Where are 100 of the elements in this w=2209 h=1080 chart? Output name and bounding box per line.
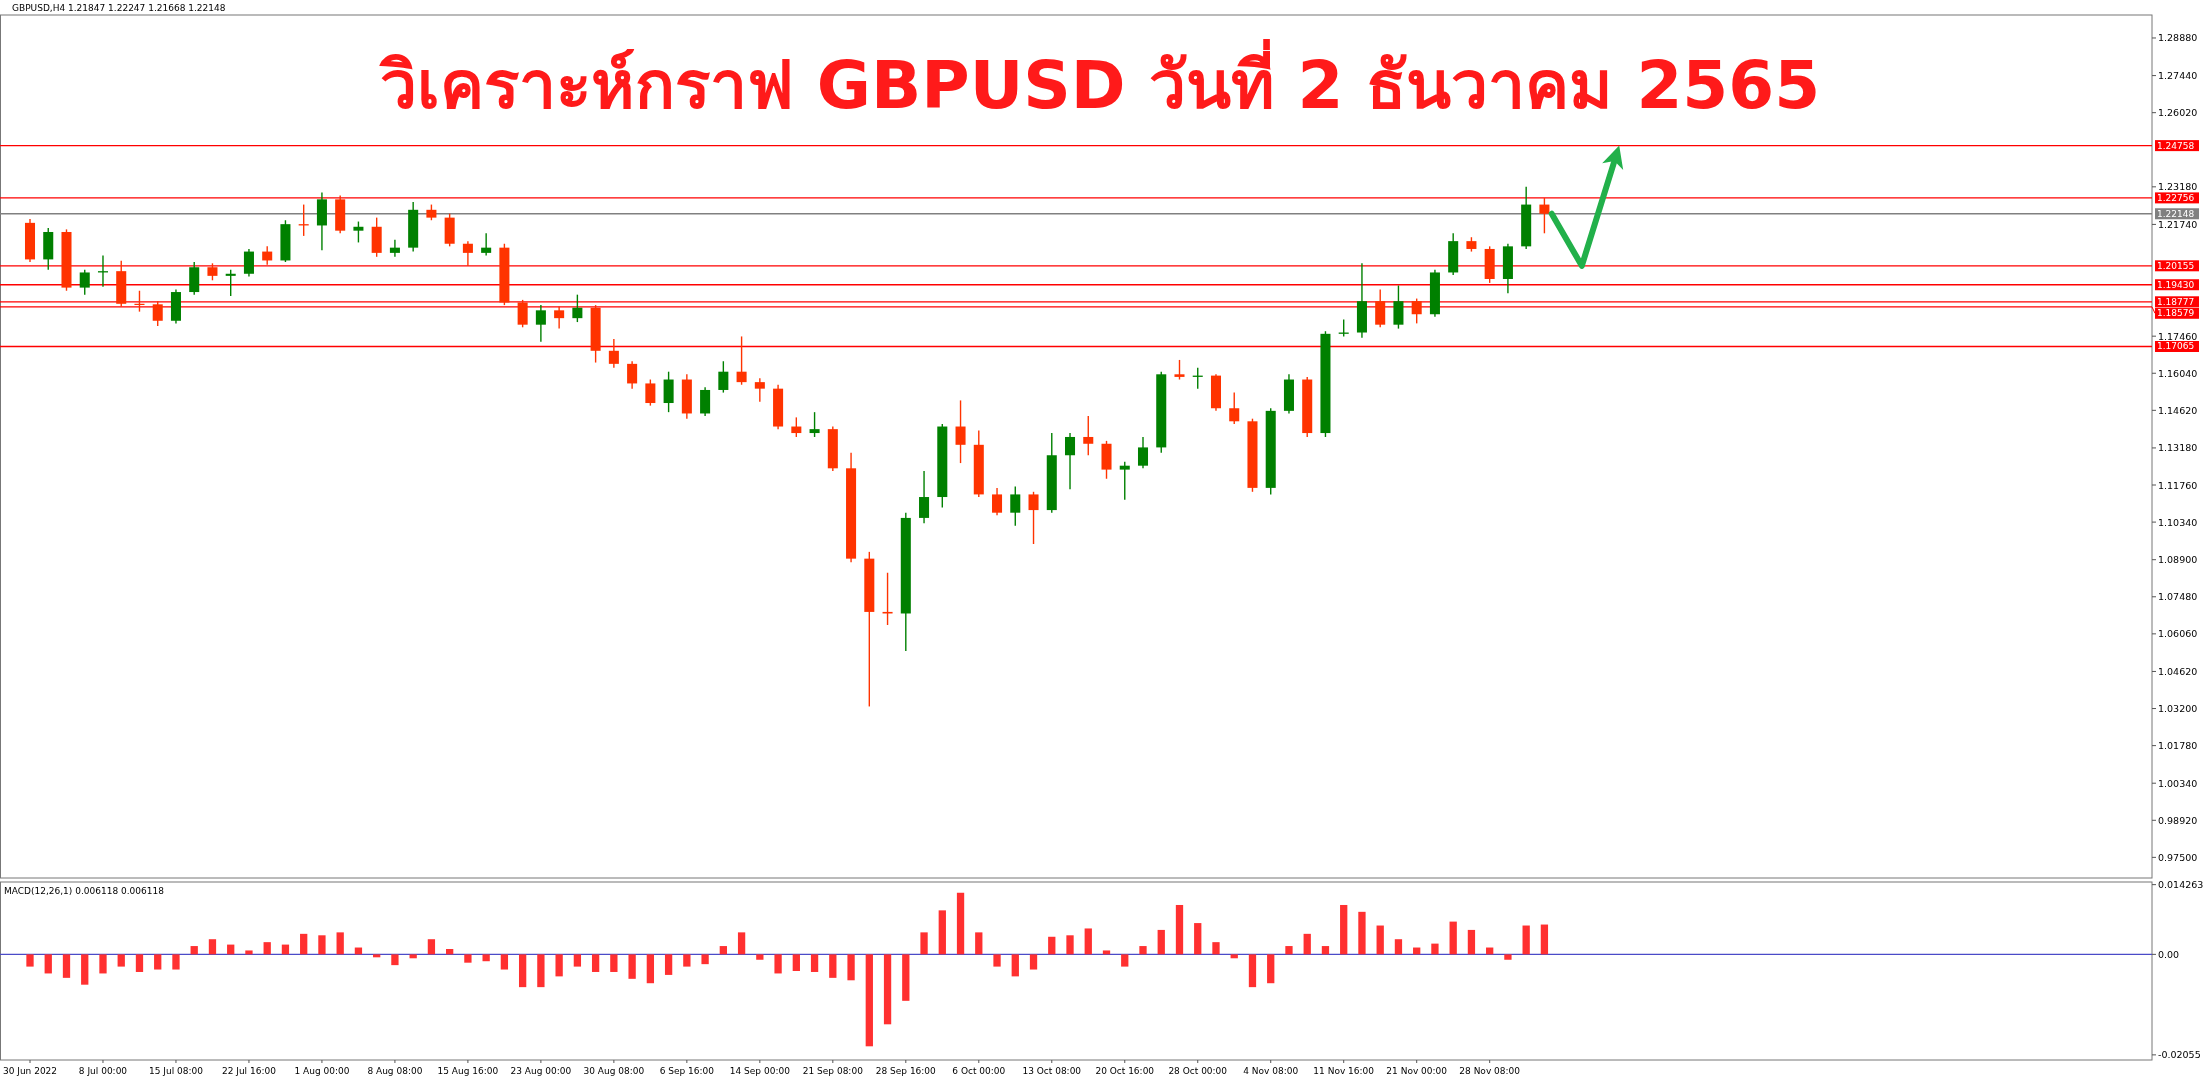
bar [208,939,217,955]
bar [1102,950,1111,955]
bar [1449,921,1457,955]
bar [683,954,691,967]
bar [482,954,490,962]
bar [555,954,563,977]
bar [1431,943,1439,955]
x-tick-label: 28 Sep 16:00 [875,1066,937,1076]
bar [135,954,144,972]
bar [427,939,436,955]
bar [956,892,965,955]
x-tick-label: 30 Jun 2022 [2,1066,58,1076]
bar [737,932,746,955]
y-tick-label: 1.13180 [2158,442,2198,454]
bar [1522,925,1530,955]
bar [829,954,837,978]
bar [975,932,983,955]
bar [938,910,946,955]
bar [902,954,910,1001]
x-tick-label: 21 Sep 08:00 [802,1066,864,1076]
ref-line-label: 1.18579 [2157,308,2195,319]
y-tick-label: 0.014263 [2158,879,2204,891]
y-tick-label: 1.28880 [2158,32,2198,44]
y-tick-label: 0.97500 [2158,851,2198,863]
bar [610,954,618,972]
bar [1467,929,1476,955]
bar [1267,954,1275,984]
bar [537,954,545,988]
bar [518,954,527,988]
y-tick-label: 1.14620 [2158,404,2198,416]
bar [446,949,454,955]
x-tick-label: 30 Aug 08:00 [583,1066,645,1076]
bar [664,954,673,975]
bar [1011,954,1019,977]
bar [117,954,125,967]
x-tick-label: 13 Oct 08:00 [1022,1066,1082,1076]
bar [883,954,892,1025]
ref-line-label: 1.18777 [2157,296,2195,307]
bar [81,954,89,985]
bar [1175,904,1184,955]
y-tick-label: 1.16040 [2158,367,2198,379]
y-tick-label: 1.04620 [2158,665,2198,677]
bar [373,954,381,958]
x-tick-label: 6 Sep 16:00 [659,1066,715,1076]
ref-line-label: 1.19430 [2157,279,2195,290]
bar [1540,924,1549,955]
x-tick-label: 15 Jul 08:00 [148,1066,204,1076]
bar [1121,954,1129,967]
bar [1139,946,1147,955]
bar [190,946,198,955]
ref-line-label: 1.24758 [2157,140,2195,151]
bar [62,954,71,978]
bar [573,954,582,967]
bar [628,954,636,979]
bar [591,954,600,972]
bar [409,954,417,959]
x-tick-label: 21 Nov 00:00 [1386,1066,1448,1076]
ref-line-label: 1.17065 [2157,341,2195,352]
bar [44,954,52,974]
bar [847,954,855,981]
x-tick-label: 23 Aug 00:00 [510,1066,572,1076]
bar [1084,928,1092,955]
bar [500,954,509,970]
bar [993,954,1001,967]
x-tick-label: 11 Nov 16:00 [1313,1066,1375,1076]
bar [1285,946,1293,955]
chart-subtitle: GBPUSD,H4 1.21847 1.22247 1.21668 1.22148 [12,3,226,13]
bar [1340,904,1348,955]
x-tick-label: 22 Jul 16:00 [221,1066,277,1076]
bar [792,954,800,971]
x-tick-label: 8 Jul 00:00 [78,1066,128,1076]
bar [172,954,180,970]
x-tick-label: 28 Oct 00:00 [1168,1066,1228,1076]
bar [99,954,107,974]
bar [1194,923,1202,955]
bar [1248,954,1257,988]
y-tick-label: 1.23180 [2158,181,2198,193]
bar [26,954,34,967]
bar [1048,936,1056,955]
y-tick-label: 1.27440 [2158,70,2198,82]
chart-title: MACD(12,26,1) 0.006118 0.006118 [4,886,165,896]
x-tick-label: 28 Nov 08:00 [1459,1066,1521,1076]
bar [391,954,399,966]
bar [810,954,819,972]
bar [774,954,782,974]
bar [1504,954,1512,960]
x-tick-label: 1 Aug 00:00 [294,1066,350,1076]
bar [1230,954,1238,959]
x-tick-label: 8 Aug 08:00 [367,1066,423,1076]
bar [920,932,928,955]
bar [1157,929,1165,955]
ref-line-label: 1.22756 [2157,192,2195,203]
bar [1358,911,1366,955]
y-tick-label: 1.06060 [2158,628,2198,640]
bar [646,954,655,984]
bar [1394,939,1403,955]
y-tick-label: 1.01780 [2158,740,2198,752]
y-tick-label: 1.07480 [2158,591,2198,603]
y-tick-label: 1.17460 [2158,330,2198,342]
bar [1321,946,1330,955]
